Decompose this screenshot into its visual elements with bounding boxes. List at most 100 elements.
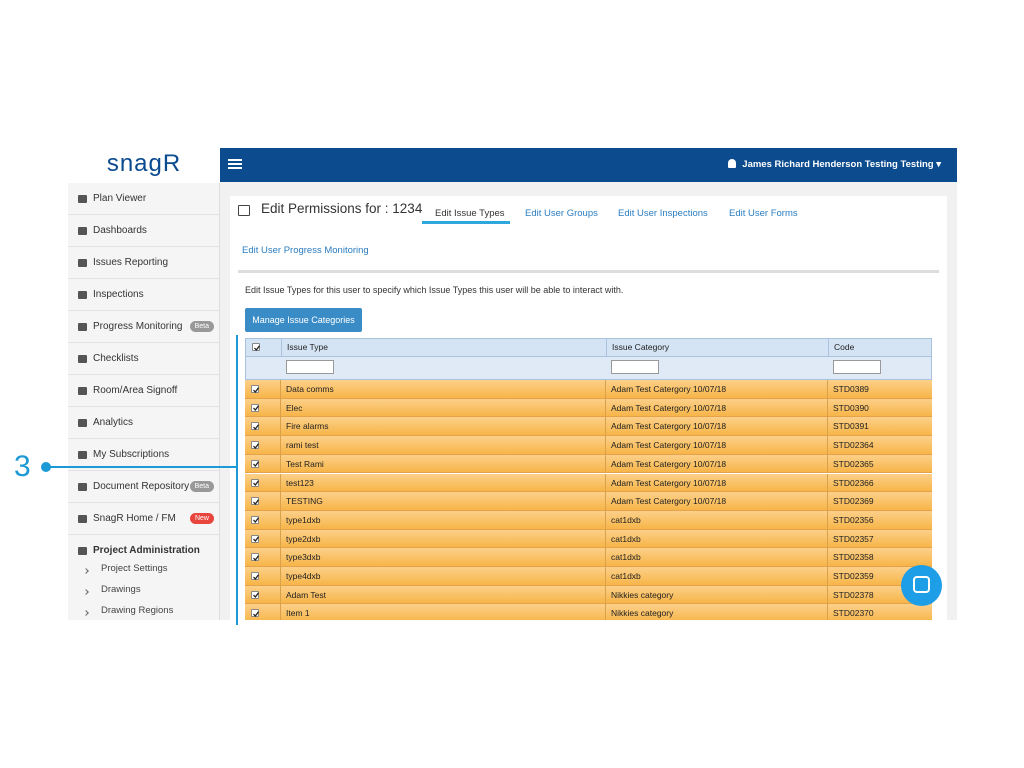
checkbox[interactable] — [251, 403, 259, 412]
table-row: Elec Adam Test Catergory 10/07/18 STD0390 — [245, 398, 932, 418]
checkbox[interactable] — [251, 459, 259, 468]
annotation-line — [46, 466, 238, 468]
user-name[interactable]: James Richard Henderson Testing Testing — [742, 159, 934, 170]
table: Issue Type Issue Category Code Data comms Ad… — [245, 338, 932, 620]
sidebar-label[interactable]: Checklists — [93, 353, 139, 364]
tab[interactable]: Edit User Forms — [729, 208, 798, 219]
sidebar — [68, 148, 220, 620]
tab[interactable]: Edit User Inspections — [618, 208, 708, 219]
checkbox[interactable] — [251, 590, 259, 599]
table-cell: STD0391 — [827, 417, 932, 436]
table-cell: Adam Test Catergory 10/07/18 — [605, 380, 827, 398]
user-menu[interactable]: James Richard Henderson Testing Testing … — [728, 148, 941, 182]
table-cell: STD02359 — [827, 567, 932, 585]
table-cell: Adam Test Catergory 10/07/18 — [605, 417, 827, 436]
table-cell: TESTING — [280, 492, 605, 511]
table-cell: Elec — [280, 398, 605, 417]
table-cell: Adam Test — [280, 585, 605, 604]
table-cell: cat1dxb — [605, 548, 827, 567]
sidebar-item[interactable]: Document Repository Beta — [68, 471, 220, 503]
badge: Beta — [189, 321, 214, 332]
table-cell: Nikkies category — [605, 604, 827, 620]
sidebar-item[interactable]: Issues Reporting — [68, 247, 220, 279]
menu-icon[interactable] — [228, 159, 242, 161]
checkbox[interactable] — [251, 534, 259, 543]
column-header[interactable]: Issue Type — [281, 339, 606, 356]
divider — [238, 270, 939, 273]
sidebar-item[interactable]: Progress Monitoring Beta — [68, 311, 220, 343]
sidebar-item[interactable]: Dashboards — [68, 215, 220, 247]
filter-input[interactable] — [611, 360, 659, 374]
sidebar-label[interactable]: SnagR Home / FM — [93, 513, 176, 524]
badge: Beta — [189, 481, 214, 492]
app: snagR James Richard Henderson Testing Te… — [68, 148, 957, 620]
sub-item[interactable]: Project Settings — [101, 563, 168, 574]
checkbox[interactable] — [251, 553, 259, 562]
sidebar-item[interactable]: Plan Viewer — [68, 183, 220, 215]
sub-item[interactable]: Drawings — [101, 584, 141, 595]
sidebar-item[interactable]: My Subscriptions — [68, 439, 220, 471]
sidebar-label[interactable]: My Subscriptions — [93, 449, 170, 460]
checkbox[interactable] — [251, 385, 259, 393]
table-cell: STD0389 — [827, 380, 932, 398]
checkbox[interactable] — [251, 609, 259, 618]
table-cell: Data comms — [280, 380, 605, 398]
table-row: Adam Test Nikkies category STD02378 — [245, 585, 932, 605]
sidebar-item[interactable]: Room/Area Signoff — [68, 375, 220, 407]
checkbox[interactable] — [251, 441, 259, 450]
sidebar-label[interactable]: Project Administration — [93, 545, 200, 556]
sidebar-icon — [78, 323, 87, 331]
table-cell: type1dxb — [280, 510, 605, 529]
table-cell: Adam Test Catergory 10/07/18 — [605, 398, 827, 417]
filter-row — [245, 357, 932, 380]
checkbox[interactable] — [251, 515, 259, 524]
sidebar-label[interactable]: Room/Area Signoff — [93, 385, 178, 396]
sidebar-label[interactable]: Document Repository — [93, 481, 190, 492]
filter-input[interactable] — [286, 360, 334, 374]
tab[interactable]: Edit Issue Types — [435, 208, 505, 219]
tab-underline — [422, 221, 510, 224]
sidebar-label[interactable]: Progress Monitoring — [93, 321, 183, 332]
checkbox[interactable] — [251, 572, 259, 580]
table-row: type3dxb cat1dxb STD02358 — [245, 548, 932, 567]
sub-item[interactable]: Drawing Regions — [101, 605, 174, 616]
sidebar-label[interactable]: Issues Reporting — [93, 257, 169, 268]
sidebar-label[interactable]: Analytics — [93, 417, 134, 428]
sidebar-icon — [78, 195, 87, 203]
sidebar-item[interactable]: SnagR Home / FM New — [68, 503, 220, 535]
sidebar-icon — [78, 451, 87, 459]
sidebar-icon — [78, 483, 87, 491]
tab[interactable]: Edit User Groups — [525, 208, 598, 219]
sidebar-label[interactable]: Dashboards — [93, 225, 147, 236]
checkbox[interactable] — [251, 422, 259, 431]
panel-title: Edit Permissions for : 1234 — [261, 201, 423, 216]
checkbox[interactable] — [251, 497, 259, 506]
description: Edit Issue Types for this user to specif… — [245, 285, 624, 295]
checkbox[interactable] — [252, 343, 260, 351]
table-cell: STD02370 — [827, 604, 932, 620]
table-cell: Fire alarms — [280, 417, 605, 436]
table-cell: type2dxb — [280, 529, 605, 548]
sidebar-label[interactable]: Plan Viewer — [93, 193, 147, 204]
sidebar-item[interactable]: Inspections — [68, 279, 220, 311]
table-cell: Adam Test Catergory 10/07/18 — [605, 492, 827, 511]
checkbox[interactable] — [251, 478, 259, 487]
table-cell: STD02378 — [827, 585, 932, 604]
sidebar-item[interactable]: Analytics — [68, 407, 220, 439]
tab[interactable]: Edit User Progress Monitoring — [242, 245, 369, 256]
table-cell: STD0390 — [827, 398, 932, 417]
chat-button[interactable] — [901, 565, 942, 606]
table-cell: Item 1 — [280, 604, 605, 620]
sidebar-item[interactable]: Checklists — [68, 343, 220, 375]
sidebar-label[interactable]: Inspections — [93, 289, 144, 300]
sidebar-item[interactable]: Project Administration — [68, 535, 220, 567]
column-header[interactable]: Issue Category — [606, 339, 828, 356]
column-header[interactable]: Code — [828, 339, 933, 356]
manage-button[interactable]: Manage Issue Categories — [245, 308, 362, 332]
header-row: Issue Type Issue Category Code — [245, 338, 932, 357]
filter-input[interactable] — [833, 360, 881, 374]
table-cell: STD02356 — [827, 510, 932, 529]
table-cell: type4dxb — [280, 567, 605, 585]
table-row: Item 1 Nikkies category STD02370 — [245, 604, 932, 620]
sidebar-icon — [78, 227, 87, 235]
